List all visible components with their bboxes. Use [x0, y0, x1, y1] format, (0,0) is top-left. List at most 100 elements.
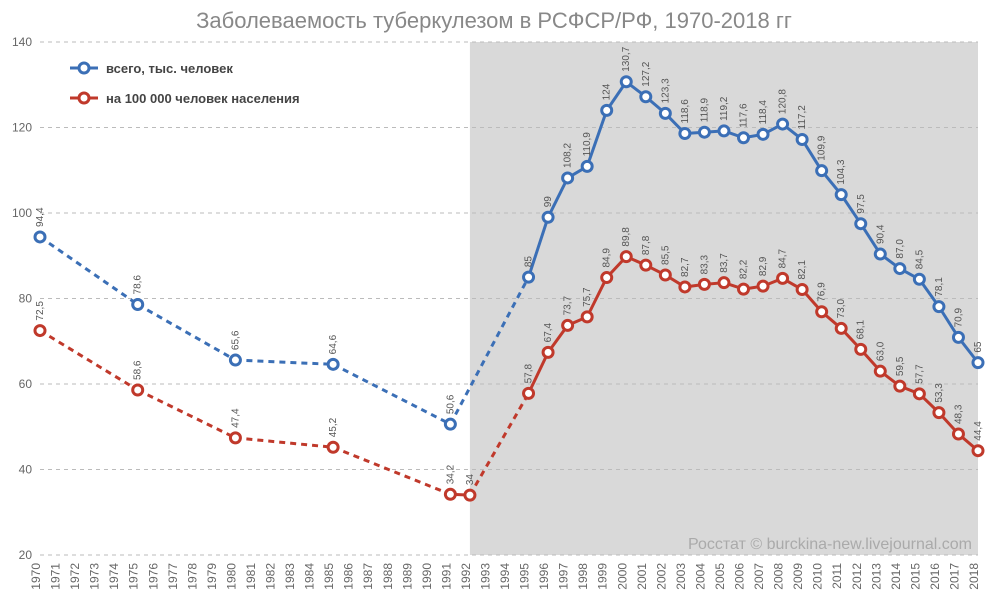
x-tick-label: 1985 [322, 563, 336, 590]
data-label: 85 [524, 256, 535, 268]
x-tick-label: 1979 [205, 563, 219, 590]
data-label: 58,6 [133, 360, 144, 380]
data-marker [778, 273, 788, 283]
x-tick-label: 1977 [166, 563, 180, 590]
data-label: 82,9 [758, 256, 769, 276]
data-label: 99 [543, 196, 554, 208]
data-marker [133, 385, 143, 395]
data-label: 117,6 [739, 103, 750, 128]
data-marker [35, 326, 45, 336]
x-tick-label: 1988 [381, 563, 395, 590]
x-tick-label: 1993 [478, 563, 492, 590]
x-tick-label: 2018 [967, 563, 981, 590]
y-tick-label: 80 [19, 292, 33, 306]
series-segment [40, 237, 138, 305]
data-marker [660, 108, 670, 118]
data-marker [895, 264, 905, 274]
x-tick-label: 1982 [264, 563, 278, 590]
data-label: 117,2 [797, 105, 808, 130]
data-label: 82,7 [680, 257, 691, 277]
legend-label: всего, тыс. человек [106, 61, 233, 76]
data-label: 50,6 [445, 394, 456, 414]
data-marker [817, 166, 827, 176]
x-tick-label: 1992 [459, 563, 473, 590]
data-label: 87,8 [641, 235, 652, 255]
data-marker [914, 389, 924, 399]
data-marker [543, 347, 553, 357]
x-tick-label: 1978 [185, 563, 199, 590]
x-tick-label: 1995 [518, 563, 532, 590]
data-marker [133, 299, 143, 309]
data-marker [758, 129, 768, 139]
x-tick-label: 1999 [596, 563, 610, 590]
y-tick-label: 120 [12, 121, 32, 135]
x-tick-label: 1981 [244, 563, 258, 590]
x-tick-label: 2012 [850, 563, 864, 590]
series-segment [40, 331, 138, 390]
data-label: 73,0 [836, 299, 847, 319]
data-marker [680, 282, 690, 292]
series-segment [235, 360, 333, 364]
x-tick-label: 1990 [420, 563, 434, 590]
data-label: 119,2 [719, 96, 730, 121]
series-segment [138, 390, 236, 438]
data-label: 67,4 [543, 322, 554, 342]
data-marker [582, 312, 592, 322]
y-tick-label: 140 [12, 35, 32, 49]
data-marker [699, 279, 709, 289]
x-tick-label: 2006 [733, 563, 747, 590]
data-marker [836, 323, 846, 333]
x-tick-label: 2008 [772, 563, 786, 590]
x-tick-label: 1991 [439, 563, 453, 590]
data-marker [641, 92, 651, 102]
data-label: 97,5 [856, 194, 867, 214]
data-marker [719, 126, 729, 136]
data-marker [699, 127, 709, 137]
data-marker [856, 344, 866, 354]
data-label: 89,8 [621, 227, 632, 247]
chart-svg: 2040608010012014019701971197219731974197… [0, 0, 988, 610]
x-tick-label: 2000 [615, 563, 629, 590]
data-label: 82,1 [797, 260, 808, 280]
x-tick-label: 1975 [127, 563, 141, 590]
data-marker [621, 252, 631, 262]
data-label: 130,7 [621, 46, 632, 71]
data-label: 120,8 [778, 89, 789, 114]
data-label: 110,9 [582, 132, 593, 157]
data-marker [445, 489, 455, 499]
data-marker [602, 273, 612, 283]
series-segment [138, 304, 236, 360]
x-tick-label: 1980 [224, 563, 238, 590]
x-tick-label: 2005 [713, 563, 727, 590]
y-tick-label: 20 [19, 548, 33, 562]
data-label: 48,3 [953, 404, 964, 424]
series-segment [333, 447, 450, 494]
data-marker [875, 366, 885, 376]
x-tick-label: 1986 [342, 563, 356, 590]
y-tick-label: 40 [19, 463, 33, 477]
data-marker [856, 219, 866, 229]
data-marker [797, 134, 807, 144]
x-tick-label: 1996 [537, 563, 551, 590]
attribution: Росстат © burckina-new.livejournal.com [688, 536, 972, 553]
data-label: 57,7 [914, 364, 925, 384]
x-tick-label: 1972 [68, 563, 82, 590]
x-tick-label: 1971 [49, 563, 63, 590]
data-label: 45,2 [328, 417, 339, 437]
data-marker [817, 307, 827, 317]
data-label: 118,4 [758, 100, 769, 125]
x-tick-label: 1989 [400, 563, 414, 590]
data-label: 78,1 [934, 277, 945, 297]
data-label: 83,3 [699, 254, 710, 274]
data-label: 53,3 [934, 383, 945, 403]
x-tick-label: 2007 [752, 563, 766, 590]
data-label: 65,6 [230, 330, 241, 350]
data-label: 85,5 [660, 245, 671, 265]
x-tick-label: 2009 [791, 563, 805, 590]
data-marker [602, 105, 612, 115]
data-label: 123,3 [660, 78, 671, 103]
x-tick-label: 2001 [635, 563, 649, 590]
x-tick-label: 2013 [869, 563, 883, 590]
data-marker [973, 358, 983, 368]
y-tick-label: 100 [12, 206, 32, 220]
